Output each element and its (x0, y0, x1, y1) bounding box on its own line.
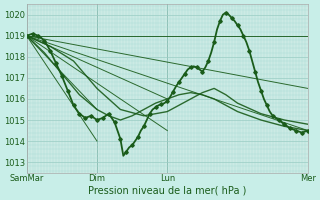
X-axis label: Pression niveau de la mer( hPa ): Pression niveau de la mer( hPa ) (88, 186, 246, 196)
